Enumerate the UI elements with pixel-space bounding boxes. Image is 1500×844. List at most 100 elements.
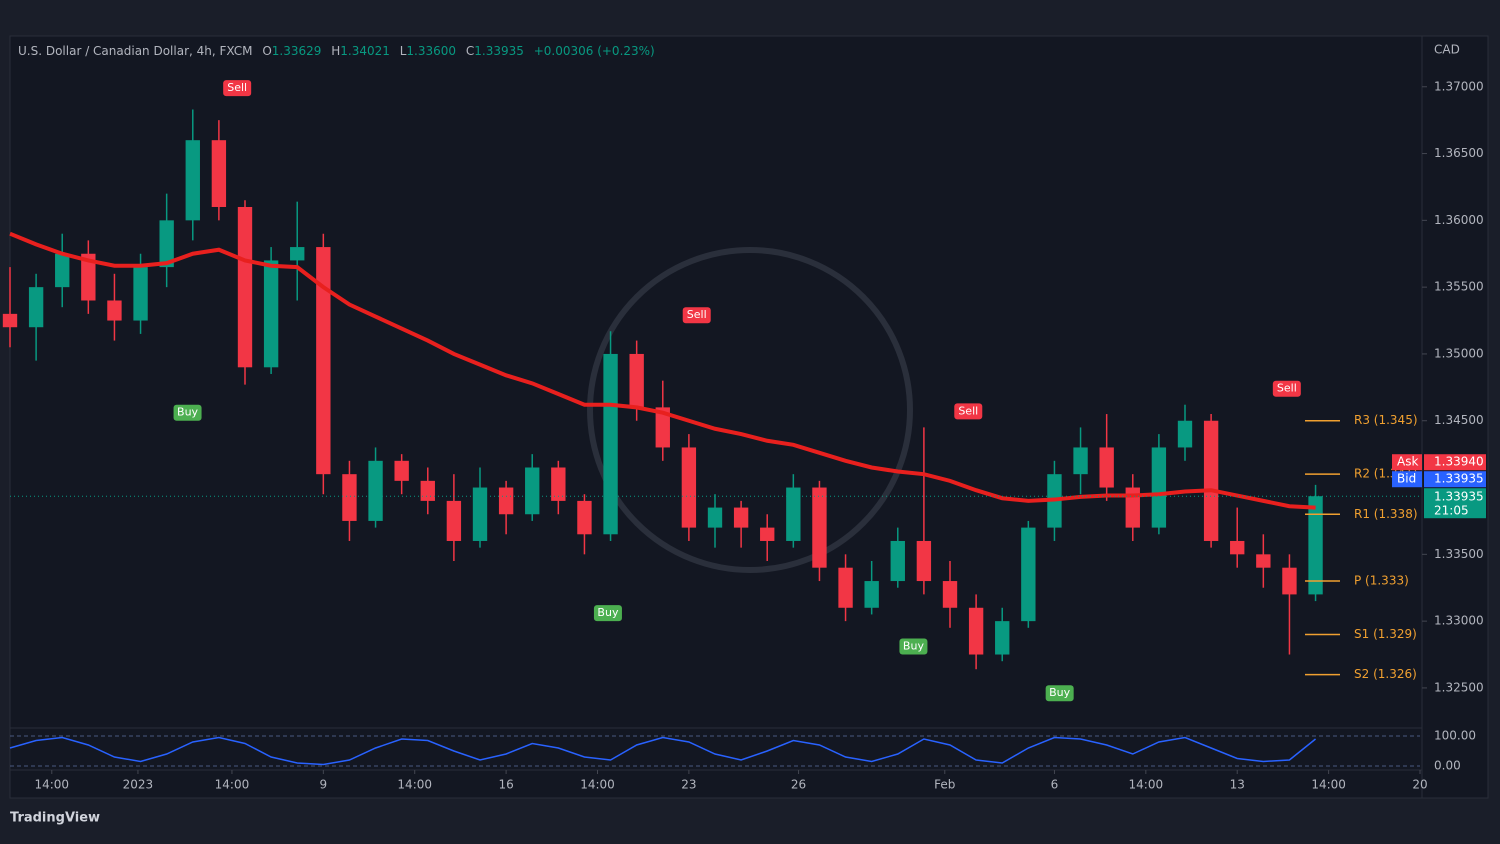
candle-body	[1125, 487, 1140, 528]
candle-body	[707, 507, 723, 528]
candle-body	[1021, 527, 1036, 622]
countdown: 21:05	[1434, 504, 1469, 518]
oscillator-line	[9, 736, 1317, 766]
osc-tick-label: 0.00	[1434, 759, 1461, 773]
candle-body	[1203, 420, 1219, 541]
candle-body	[446, 500, 462, 541]
candle-body	[629, 353, 644, 408]
signal-label: Buy	[903, 639, 925, 652]
ask-tag: Ask	[1397, 455, 1418, 469]
signal-label: Sell	[227, 81, 247, 94]
change: +0.00306 (+0.23%)	[534, 44, 655, 58]
signal-badge	[1272, 380, 1301, 397]
header: U.S. Dollar / Canadian Dollar, 4h, FXCM …	[18, 44, 655, 58]
signal: Sell	[1272, 380, 1301, 397]
pivot-label: P (1.333)	[1354, 574, 1409, 588]
y-tick-label: 1.34500	[1434, 413, 1484, 427]
candle-body	[290, 247, 305, 261]
candle-body	[577, 500, 592, 535]
signal-badge	[954, 403, 983, 420]
candle-body	[1308, 496, 1323, 595]
x-tick-label: 14:00	[1311, 778, 1346, 792]
signal-label: Buy	[1049, 686, 1071, 699]
candle-body	[498, 487, 514, 515]
candle-body	[995, 621, 1010, 655]
candle-body	[107, 300, 122, 321]
x-tick-label: 20	[1412, 778, 1427, 792]
candle-body	[55, 253, 70, 288]
watermark	[587, 247, 913, 573]
signal-badge	[899, 638, 928, 655]
signal: Buy	[899, 638, 928, 655]
x-tick-label: 14:00	[580, 778, 615, 792]
candle-body	[133, 267, 148, 321]
x-tick-label: 14:00	[397, 778, 432, 792]
candle-body	[342, 474, 357, 521]
signal-label: Sell	[687, 308, 707, 321]
pivot-label: S2 (1.326)	[1354, 667, 1417, 681]
candle-body	[159, 220, 174, 268]
candle-body	[1256, 554, 1271, 568]
x-tick-label: 14:00	[34, 778, 69, 792]
symbol: U.S. Dollar / Canadian Dollar, 4h, FXCM	[18, 44, 253, 58]
ohlc-key: H	[331, 44, 340, 58]
ohlc-value: 1.34021	[340, 44, 390, 58]
pivot-label: R1 (1.338)	[1354, 507, 1418, 521]
candle-body	[1151, 447, 1167, 528]
y-tick-label: 1.37000	[1434, 79, 1484, 93]
price-box	[1424, 471, 1486, 488]
candle-body	[28, 287, 44, 328]
price-box	[1424, 454, 1486, 471]
signal-badge	[593, 605, 622, 622]
candle-body	[812, 487, 827, 568]
candle-body	[316, 247, 331, 475]
candle-body	[525, 467, 540, 515]
x-tick-label: 2023	[123, 778, 154, 792]
candle-body	[211, 140, 227, 207]
candle-body	[394, 460, 409, 481]
x-tick-label: 6	[1051, 778, 1059, 792]
candle-body	[368, 460, 383, 521]
signal-label: Sell	[1277, 382, 1297, 395]
candle-body	[237, 206, 253, 368]
x-tick-label: 14:00	[215, 778, 250, 792]
candle-body	[185, 140, 200, 221]
candle-body	[916, 540, 932, 582]
candle-body	[760, 527, 775, 541]
y-tick-label: 1.35000	[1434, 346, 1484, 360]
candle-body	[551, 467, 566, 501]
candle-body	[1177, 420, 1193, 448]
candle-body	[733, 507, 749, 528]
currency: CAD	[1434, 43, 1460, 57]
x-tick-label: 16	[498, 778, 513, 792]
candle-body	[1282, 567, 1297, 595]
candle-body	[864, 581, 879, 608]
signal: Buy	[173, 404, 202, 421]
ohlc-key: L	[400, 44, 407, 58]
signal-badge	[223, 80, 252, 97]
candle-body	[2, 313, 18, 328]
y-tick-label: 1.36500	[1434, 146, 1484, 160]
candle-body	[263, 260, 279, 368]
pivot-label: R3 (1.345)	[1354, 413, 1418, 427]
candle-body	[968, 607, 984, 655]
ohlc-value: 1.33935	[474, 44, 524, 58]
candle-body	[1099, 447, 1114, 488]
last-price: 1.33935	[1434, 490, 1484, 504]
candle-body	[681, 447, 697, 528]
candle-body	[942, 581, 958, 608]
signal: Sell	[682, 307, 711, 324]
candle-body	[890, 540, 905, 582]
ohlc-key: C	[466, 44, 474, 58]
ohlc-value: 1.33600	[406, 44, 456, 58]
signal-label: Sell	[958, 404, 978, 417]
candle-body	[420, 480, 435, 501]
ask-price: 1.33940	[1434, 455, 1484, 469]
bid-price: 1.33935	[1434, 472, 1484, 486]
x-tick-label: Feb	[934, 778, 955, 792]
candle-body	[1073, 447, 1088, 475]
signal-badge	[173, 404, 202, 421]
ohlc-key: O	[262, 44, 271, 58]
brand[interactable]: TradingView	[10, 811, 100, 826]
